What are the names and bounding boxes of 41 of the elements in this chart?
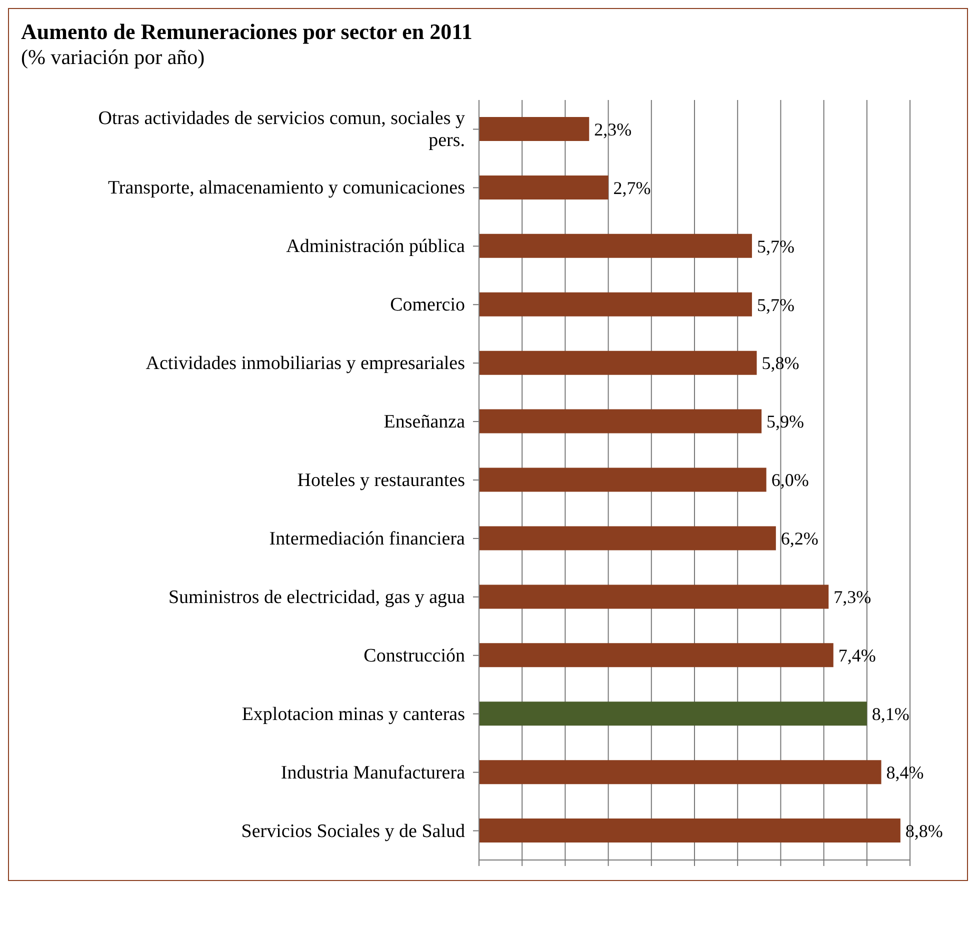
y-tick-label: Servicios Sociales y de Salud bbox=[241, 820, 466, 842]
y-tick-label: Suministros de electricidad, gas y agua bbox=[168, 586, 466, 608]
bar bbox=[479, 526, 776, 550]
bar bbox=[479, 702, 867, 726]
text: (% variación por año) bbox=[21, 45, 206, 70]
y-tick-label: Construcción bbox=[364, 644, 466, 666]
y-tick-label: Enseñanza bbox=[384, 411, 466, 432]
data-label: 2,7% bbox=[613, 178, 651, 198]
y-tick-label: Explotacion minas y canteras bbox=[242, 703, 465, 724]
data-label: 8,1% bbox=[872, 704, 910, 724]
data-label: 6,0% bbox=[771, 470, 809, 490]
text: Aumento de Remuneraciones por sector en 2011 bbox=[21, 19, 474, 45]
data-label: 8,4% bbox=[886, 762, 924, 782]
bar bbox=[479, 234, 752, 258]
bar bbox=[479, 818, 900, 843]
data-label: 5,8% bbox=[762, 353, 800, 374]
data-label: 2,3% bbox=[594, 119, 632, 140]
y-tick-label: Administración pública bbox=[286, 236, 466, 257]
y-tick-label: Intermediación financiera bbox=[269, 528, 466, 549]
data-label: 7,3% bbox=[834, 587, 872, 608]
bar bbox=[479, 350, 757, 375]
y-tick-label: Actividades inmobiliarias y empresariales bbox=[146, 352, 465, 374]
y-tick-label: Transporte, almacenamiento y comunicaciones bbox=[108, 177, 465, 198]
data-label: 8,8% bbox=[905, 820, 943, 841]
bar bbox=[479, 760, 882, 784]
y-tick-label: Otras actividades de servicios comun, sociales y pers. bbox=[98, 108, 466, 151]
bar bbox=[479, 468, 766, 492]
bar bbox=[479, 117, 590, 141]
y-tick-label: Industria Manufacturera bbox=[280, 762, 466, 783]
data-label: 5,7% bbox=[756, 236, 794, 256]
data-label: 5,7% bbox=[756, 294, 794, 315]
bar bbox=[479, 409, 762, 434]
data-label: 5,9% bbox=[766, 412, 804, 432]
bar bbox=[479, 643, 834, 668]
data-label: 7,4% bbox=[838, 646, 876, 666]
data-label: 6,2% bbox=[780, 528, 818, 549]
y-tick-label: Comercio bbox=[390, 294, 465, 316]
bar bbox=[479, 292, 752, 316]
y-tick-label: Hoteles y restaurantes bbox=[297, 470, 465, 490]
bar bbox=[479, 175, 608, 200]
bar bbox=[479, 584, 829, 609]
